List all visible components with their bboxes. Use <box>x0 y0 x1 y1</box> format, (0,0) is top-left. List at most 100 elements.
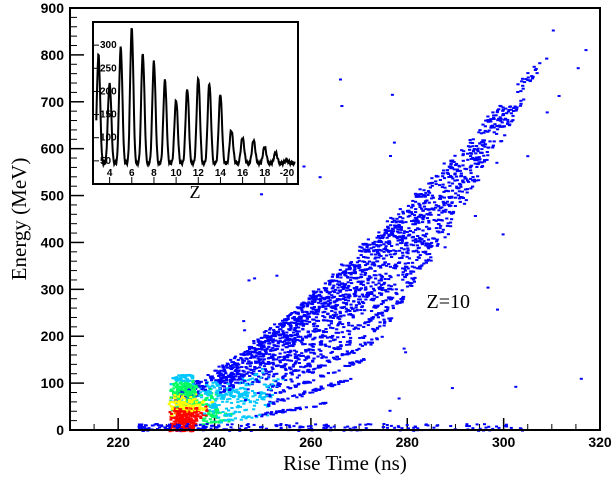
heat-cell <box>321 306 325 308</box>
heat-cell <box>416 227 420 230</box>
heat-cell <box>371 297 375 300</box>
heat-cell <box>383 289 388 292</box>
heat-cell-floor <box>165 424 169 427</box>
heat-cell <box>486 115 490 118</box>
heat-cell <box>281 341 285 344</box>
heat-cell-core <box>183 418 187 421</box>
heat-cell <box>233 395 237 398</box>
heat-cell <box>260 340 264 343</box>
heat-cell <box>302 322 306 325</box>
heat-cell-floor <box>435 424 439 427</box>
heat-cell <box>349 377 353 380</box>
heat-cell <box>290 373 294 376</box>
heat-cell <box>242 370 246 373</box>
heat-cell <box>316 313 320 316</box>
heat-cell-core <box>195 419 199 422</box>
heat-cell <box>321 334 325 337</box>
heat-cell <box>361 300 365 303</box>
heat-cell <box>210 379 214 382</box>
heat-cell <box>323 335 327 338</box>
heat-cell <box>297 354 301 356</box>
heat-cell <box>371 281 375 284</box>
heat-cell <box>276 330 280 333</box>
heat-cell <box>271 368 275 370</box>
heat-cell-floor <box>167 423 171 426</box>
heat-cell <box>356 256 360 259</box>
heat-cell <box>324 401 328 404</box>
heat-cell <box>437 209 441 212</box>
heat-cell <box>445 217 449 220</box>
heat-cell <box>481 123 485 126</box>
heat-cell <box>378 321 382 324</box>
heat-cell <box>440 219 444 222</box>
heat-cell <box>311 360 315 363</box>
heat-cell <box>390 245 394 247</box>
heat-cell-outlier <box>265 347 269 350</box>
heat-cell <box>378 292 382 295</box>
heat-cell <box>206 374 210 376</box>
heat-cell <box>204 390 208 393</box>
heat-cell <box>324 345 328 347</box>
heat-cell <box>316 298 320 301</box>
heat-cell <box>444 208 448 211</box>
heat-cell <box>276 382 280 385</box>
heat-cell <box>244 366 248 368</box>
heat-cell <box>375 314 379 317</box>
heat-cell <box>442 169 446 172</box>
heat-cell <box>427 219 431 222</box>
heat-cell <box>249 362 253 365</box>
heat-cell <box>521 77 525 80</box>
heat-cell <box>414 228 418 231</box>
heat-cell <box>286 356 290 359</box>
heat-cell <box>352 271 357 274</box>
heat-cell <box>350 351 354 354</box>
heat-cell <box>344 293 348 296</box>
heat-cell <box>227 389 232 391</box>
heat-cell <box>382 283 386 286</box>
heat-cell <box>487 146 491 149</box>
heat-cell <box>331 371 336 374</box>
heat-cell <box>238 378 243 381</box>
heat-cell <box>300 341 304 344</box>
heat-cell <box>455 179 459 182</box>
heat-cell <box>347 365 351 367</box>
heat-cell <box>373 257 377 260</box>
heat-cell <box>421 250 425 253</box>
heat-cell <box>404 237 408 240</box>
heat-cell <box>255 361 259 364</box>
heat-cell <box>328 361 332 364</box>
heat-cell <box>508 105 513 108</box>
heat-cell <box>468 148 472 151</box>
heat-cell <box>331 384 335 387</box>
heat-cell <box>227 375 231 378</box>
heat-cell <box>383 320 387 323</box>
heat-cell <box>324 297 328 300</box>
heat-cell <box>196 380 201 383</box>
heat-cell-core <box>183 401 186 404</box>
heat-cell <box>390 227 395 230</box>
heat-cell <box>263 368 267 371</box>
heat-cell <box>170 409 174 412</box>
heat-cell <box>219 369 223 372</box>
heat-cell <box>346 329 350 332</box>
heat-cell <box>344 307 348 310</box>
heat-cell <box>247 415 251 418</box>
heat-cell <box>375 250 379 253</box>
heat-cell <box>296 357 300 360</box>
heat-cell <box>382 250 386 253</box>
heat-cell <box>398 239 402 241</box>
heat-cell <box>250 371 254 374</box>
heat-cell <box>290 380 294 383</box>
heat-cell <box>268 328 272 331</box>
heat-cell <box>281 344 285 347</box>
heat-cell <box>318 402 322 405</box>
heat-cell <box>416 235 420 237</box>
heat-cell <box>254 348 258 351</box>
heat-cell <box>296 317 301 320</box>
heat-cell <box>213 411 217 414</box>
heat-cell <box>358 269 362 272</box>
heat-cell <box>303 343 307 346</box>
heat-cell <box>310 297 314 300</box>
heat-cell-core <box>188 419 192 422</box>
heat-cell <box>474 156 479 159</box>
